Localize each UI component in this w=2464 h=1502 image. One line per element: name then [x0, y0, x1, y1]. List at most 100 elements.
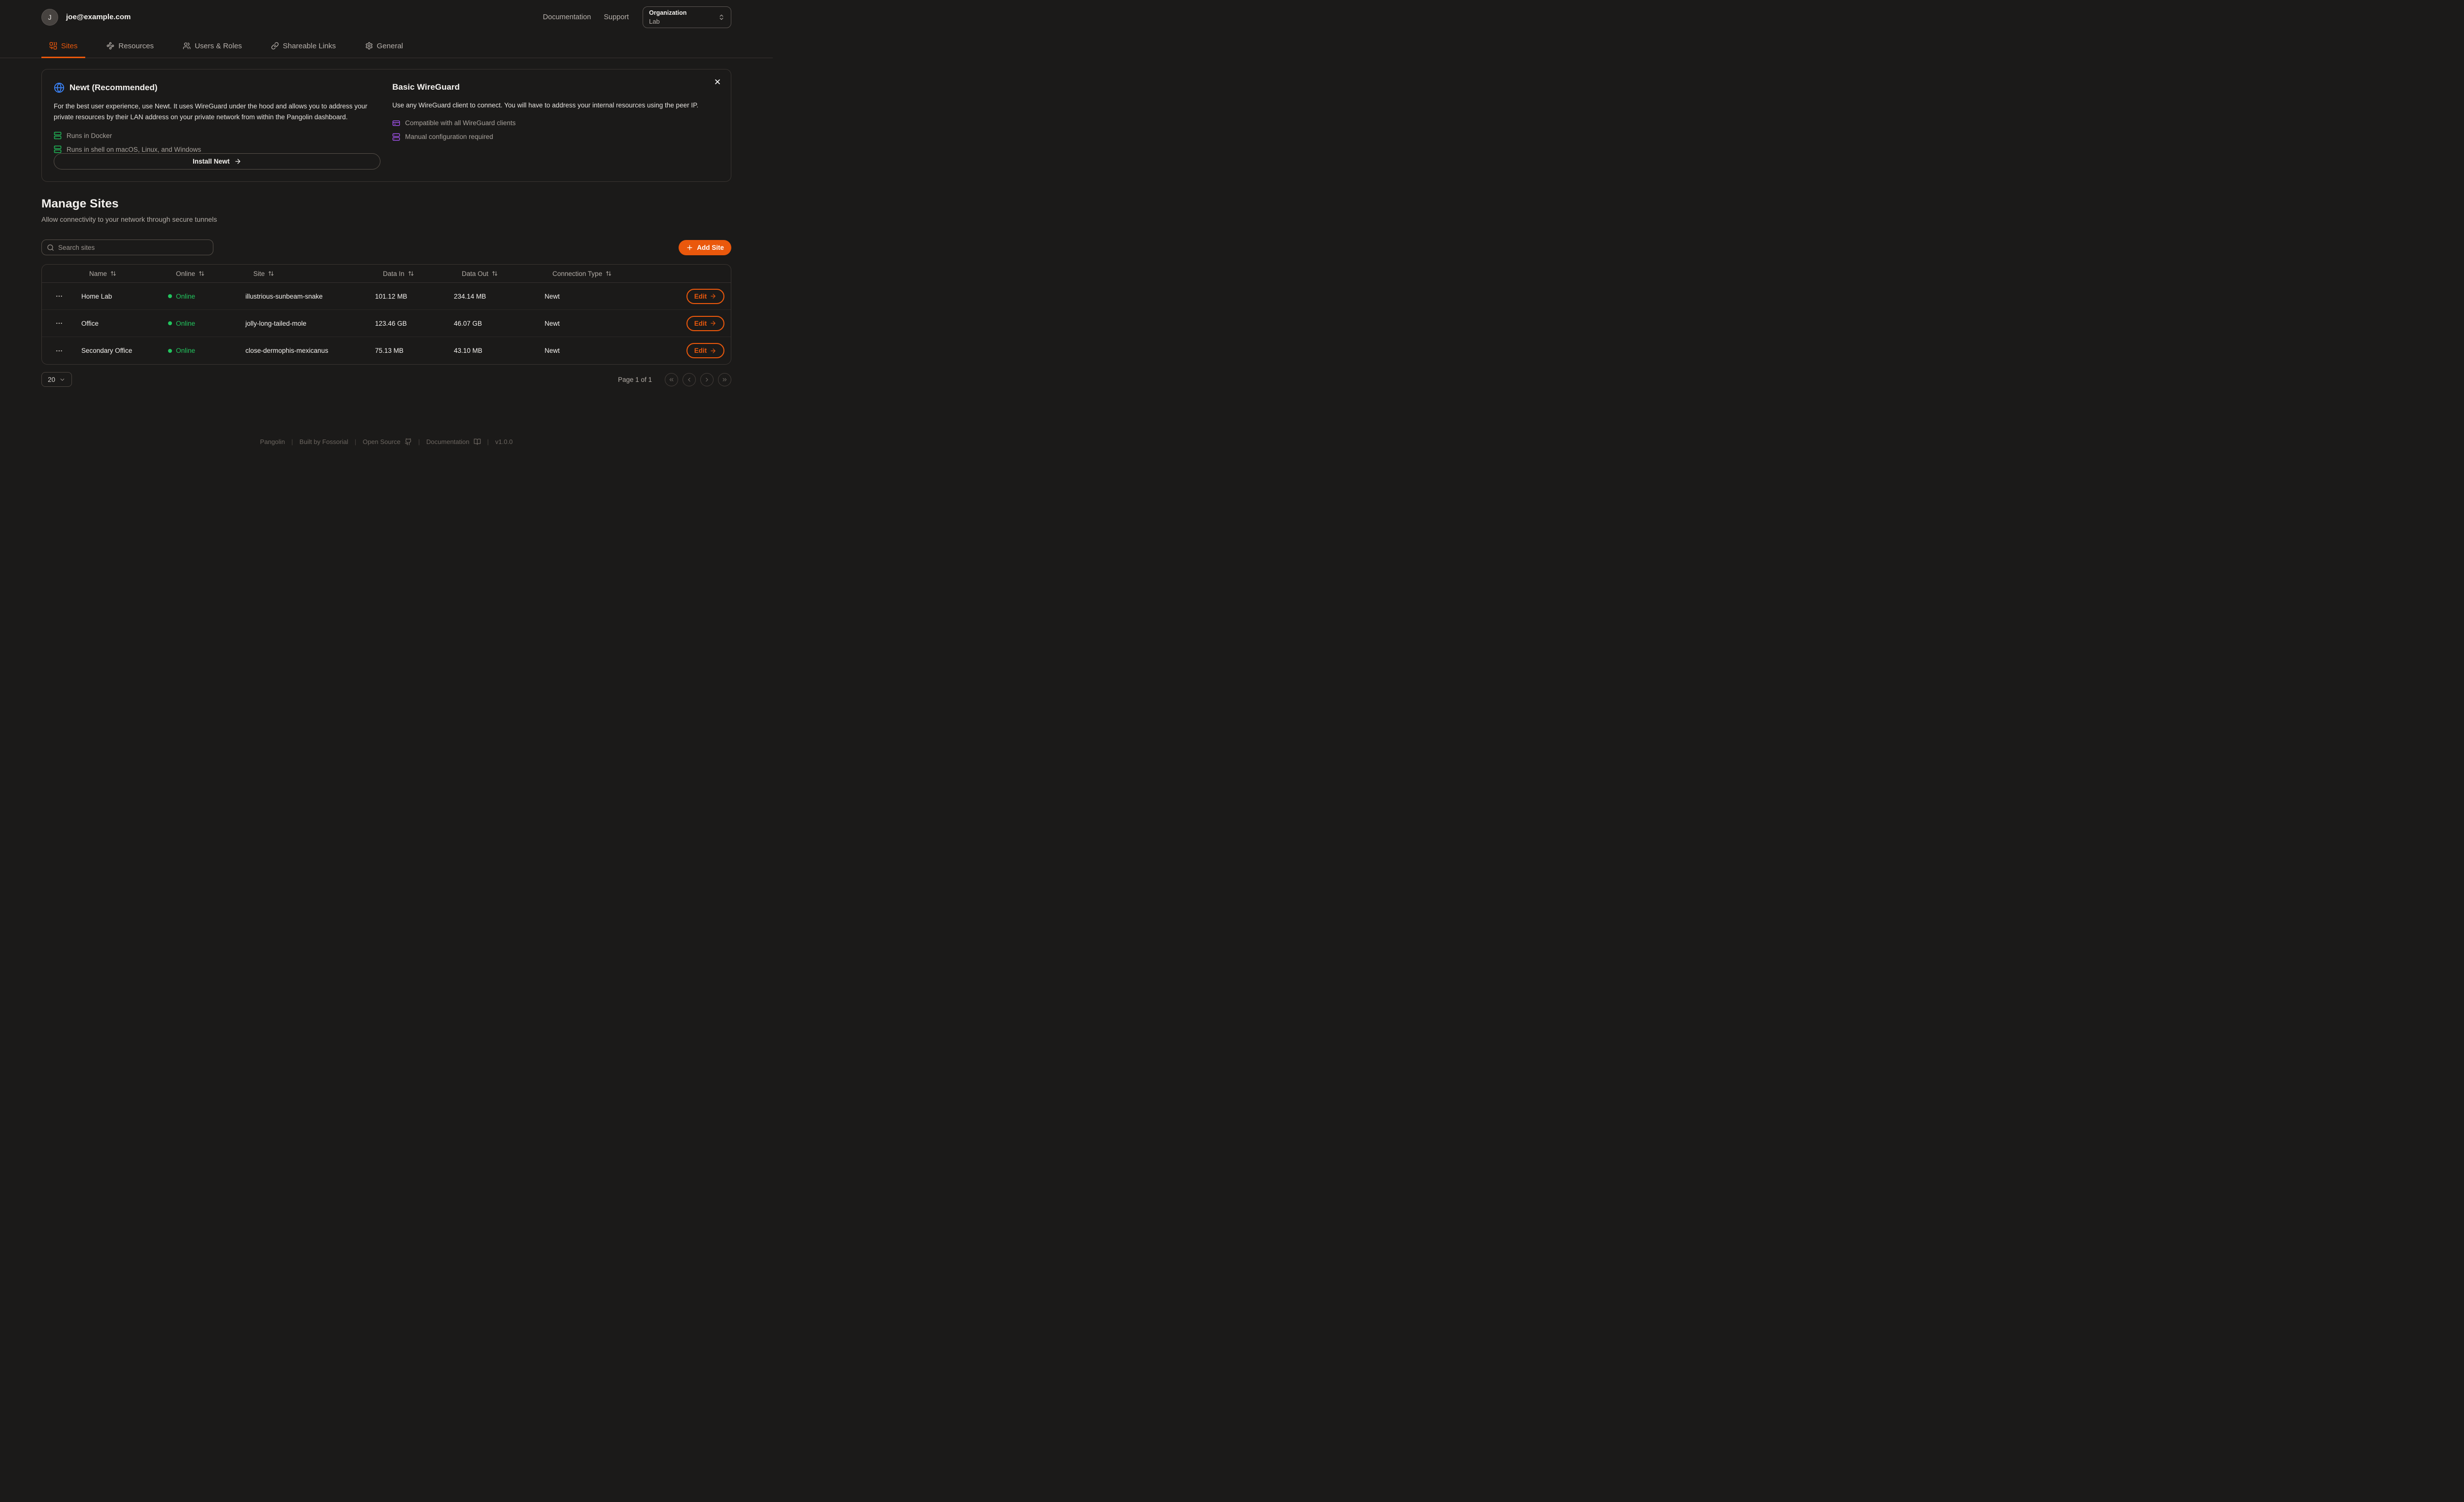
wireguard-column: Basic WireGuard Use any WireGuard client… — [392, 81, 719, 170]
ellipsis-icon — [56, 295, 62, 297]
chevron-right-icon — [706, 377, 708, 381]
install-newt-button[interactable]: Install Newt — [54, 153, 380, 170]
settings-icon — [365, 42, 373, 50]
newt-column: Newt (Recommended) For the best user exp… — [54, 81, 380, 170]
tab-label: Sites — [61, 41, 78, 50]
user-menu[interactable]: J joe@example.com — [41, 8, 131, 26]
tab-label: Shareable Links — [282, 41, 336, 50]
wireguard-features: Compatible with all WireGuard clients Ma… — [392, 119, 719, 141]
data-in: 75.13 MB — [375, 347, 404, 354]
top-bar: J joe@example.com Documentation Support … — [0, 0, 773, 34]
sort-icon — [199, 271, 205, 276]
feature-item: Compatible with all WireGuard clients — [392, 119, 719, 127]
edit-label: Edit — [694, 319, 707, 327]
search-input[interactable] — [58, 243, 208, 251]
online-dot-icon — [168, 321, 172, 325]
column-header-name[interactable]: Name — [69, 270, 156, 277]
edit-button[interactable]: Edit — [686, 288, 724, 304]
server-icon — [54, 132, 62, 139]
row-menu-button[interactable] — [42, 292, 69, 300]
arrow-right-icon — [711, 321, 716, 326]
newt-features: Runs in Docker Runs in shell on macOS, L… — [54, 132, 380, 153]
install-newt-label: Install Newt — [192, 158, 230, 166]
next-page-button[interactable] — [700, 373, 714, 386]
pangolin-dashboard: J joe@example.com Documentation Support … — [0, 0, 773, 457]
pager-controls: Page 1 of 1 — [618, 373, 731, 386]
user-email: joe@example.com — [66, 13, 131, 21]
footer-open-source-label: Open Source — [363, 438, 401, 445]
support-link[interactable]: Support — [604, 13, 629, 21]
column-header-online[interactable]: Online — [156, 270, 234, 277]
tab-resources[interactable]: Resources — [99, 34, 162, 58]
ellipsis-icon — [56, 322, 62, 324]
column-label: Connection Type — [552, 270, 603, 277]
data-out: 46.07 GB — [454, 319, 482, 327]
footer-separator: | — [418, 438, 420, 445]
row-menu-button[interactable] — [42, 347, 69, 355]
ellipsis-icon — [56, 350, 62, 351]
documentation-link[interactable]: Documentation — [543, 13, 591, 21]
footer-documentation-link[interactable]: Documentation — [426, 438, 480, 445]
column-label: Data Out — [462, 270, 489, 277]
wireguard-description: Use any WireGuard client to connect. You… — [392, 102, 699, 109]
site-slug: jolly-long-tailed-mole — [245, 319, 307, 327]
status-badge: Online — [156, 320, 234, 327]
tab-users-roles[interactable]: Users & Roles — [175, 34, 250, 58]
column-header-connection-type[interactable]: Connection Type — [533, 270, 671, 277]
footer-open-source-link[interactable]: Open Source — [363, 438, 412, 445]
column-header-data-out[interactable]: Data Out — [442, 270, 533, 277]
status-badge: Online — [156, 347, 234, 354]
tab-sites[interactable]: Sites — [41, 34, 86, 58]
tab-general[interactable]: General — [357, 34, 411, 58]
column-label: Site — [253, 270, 265, 277]
first-page-button[interactable] — [665, 373, 678, 386]
site-slug: close-dermophis-mexicanus — [245, 347, 329, 354]
arrow-right-icon — [235, 159, 240, 164]
organization-value: Lab — [649, 17, 660, 25]
chevrons-right-icon — [722, 377, 727, 381]
connection-type: Newt — [545, 292, 560, 300]
tab-shareable-links[interactable]: Shareable Links — [263, 34, 344, 58]
link-icon — [271, 42, 279, 50]
table-row: Secondary Office Online close-dermophis-… — [42, 337, 731, 364]
main-content: Newt (Recommended) For the best user exp… — [0, 58, 773, 387]
footer-separator: | — [354, 438, 357, 445]
users-icon — [183, 42, 191, 49]
search-box — [41, 239, 213, 255]
globe-icon — [54, 82, 65, 93]
plus-icon — [687, 244, 692, 250]
row-menu-button[interactable] — [42, 319, 69, 327]
connection-type: Newt — [545, 319, 560, 327]
footer-version: v1.0.0 — [495, 438, 513, 445]
sort-icon — [269, 271, 274, 276]
site-name: Secondary Office — [81, 347, 133, 354]
edit-button[interactable]: Edit — [686, 343, 724, 358]
add-site-button[interactable]: Add Site — [679, 239, 731, 255]
online-dot-icon — [168, 348, 172, 353]
page-size-select[interactable]: 20 — [41, 372, 72, 387]
organization-selector[interactable]: Organization Lab — [643, 6, 731, 28]
sort-icon — [408, 271, 413, 276]
last-page-button[interactable] — [718, 373, 731, 386]
data-out: 43.10 MB — [454, 347, 482, 354]
sort-icon — [111, 271, 116, 276]
data-in: 123.46 GB — [375, 319, 407, 327]
newt-title-row: Newt (Recommended) — [54, 82, 380, 93]
page-subtitle: Allow connectivity to your network throu… — [41, 215, 217, 223]
newt-description: For the best user experience, use Newt. … — [54, 102, 368, 121]
footer-separator: | — [487, 438, 489, 445]
edit-button[interactable]: Edit — [686, 315, 724, 331]
footer: Pangolin | Built by Fossorial | Open Sou… — [0, 438, 773, 457]
waypoints-icon — [107, 42, 114, 50]
column-header-site[interactable]: Site — [234, 270, 363, 277]
chevron-down-icon — [60, 378, 65, 381]
footer-built-by-link[interactable]: Built by Fossorial — [299, 438, 348, 445]
close-icon[interactable] — [712, 76, 723, 87]
main-tabs: Sites Resources Users & Roles Shareable … — [0, 34, 773, 58]
feature-label: Runs in shell on macOS, Linux, and Windo… — [67, 145, 202, 153]
previous-page-button[interactable] — [683, 373, 696, 386]
site-slug: illustrious-sunbeam-snake — [245, 292, 323, 300]
column-header-data-in[interactable]: Data In — [363, 270, 442, 277]
avatar[interactable]: J — [41, 8, 58, 26]
sites-toolbar: Add Site — [41, 239, 731, 255]
